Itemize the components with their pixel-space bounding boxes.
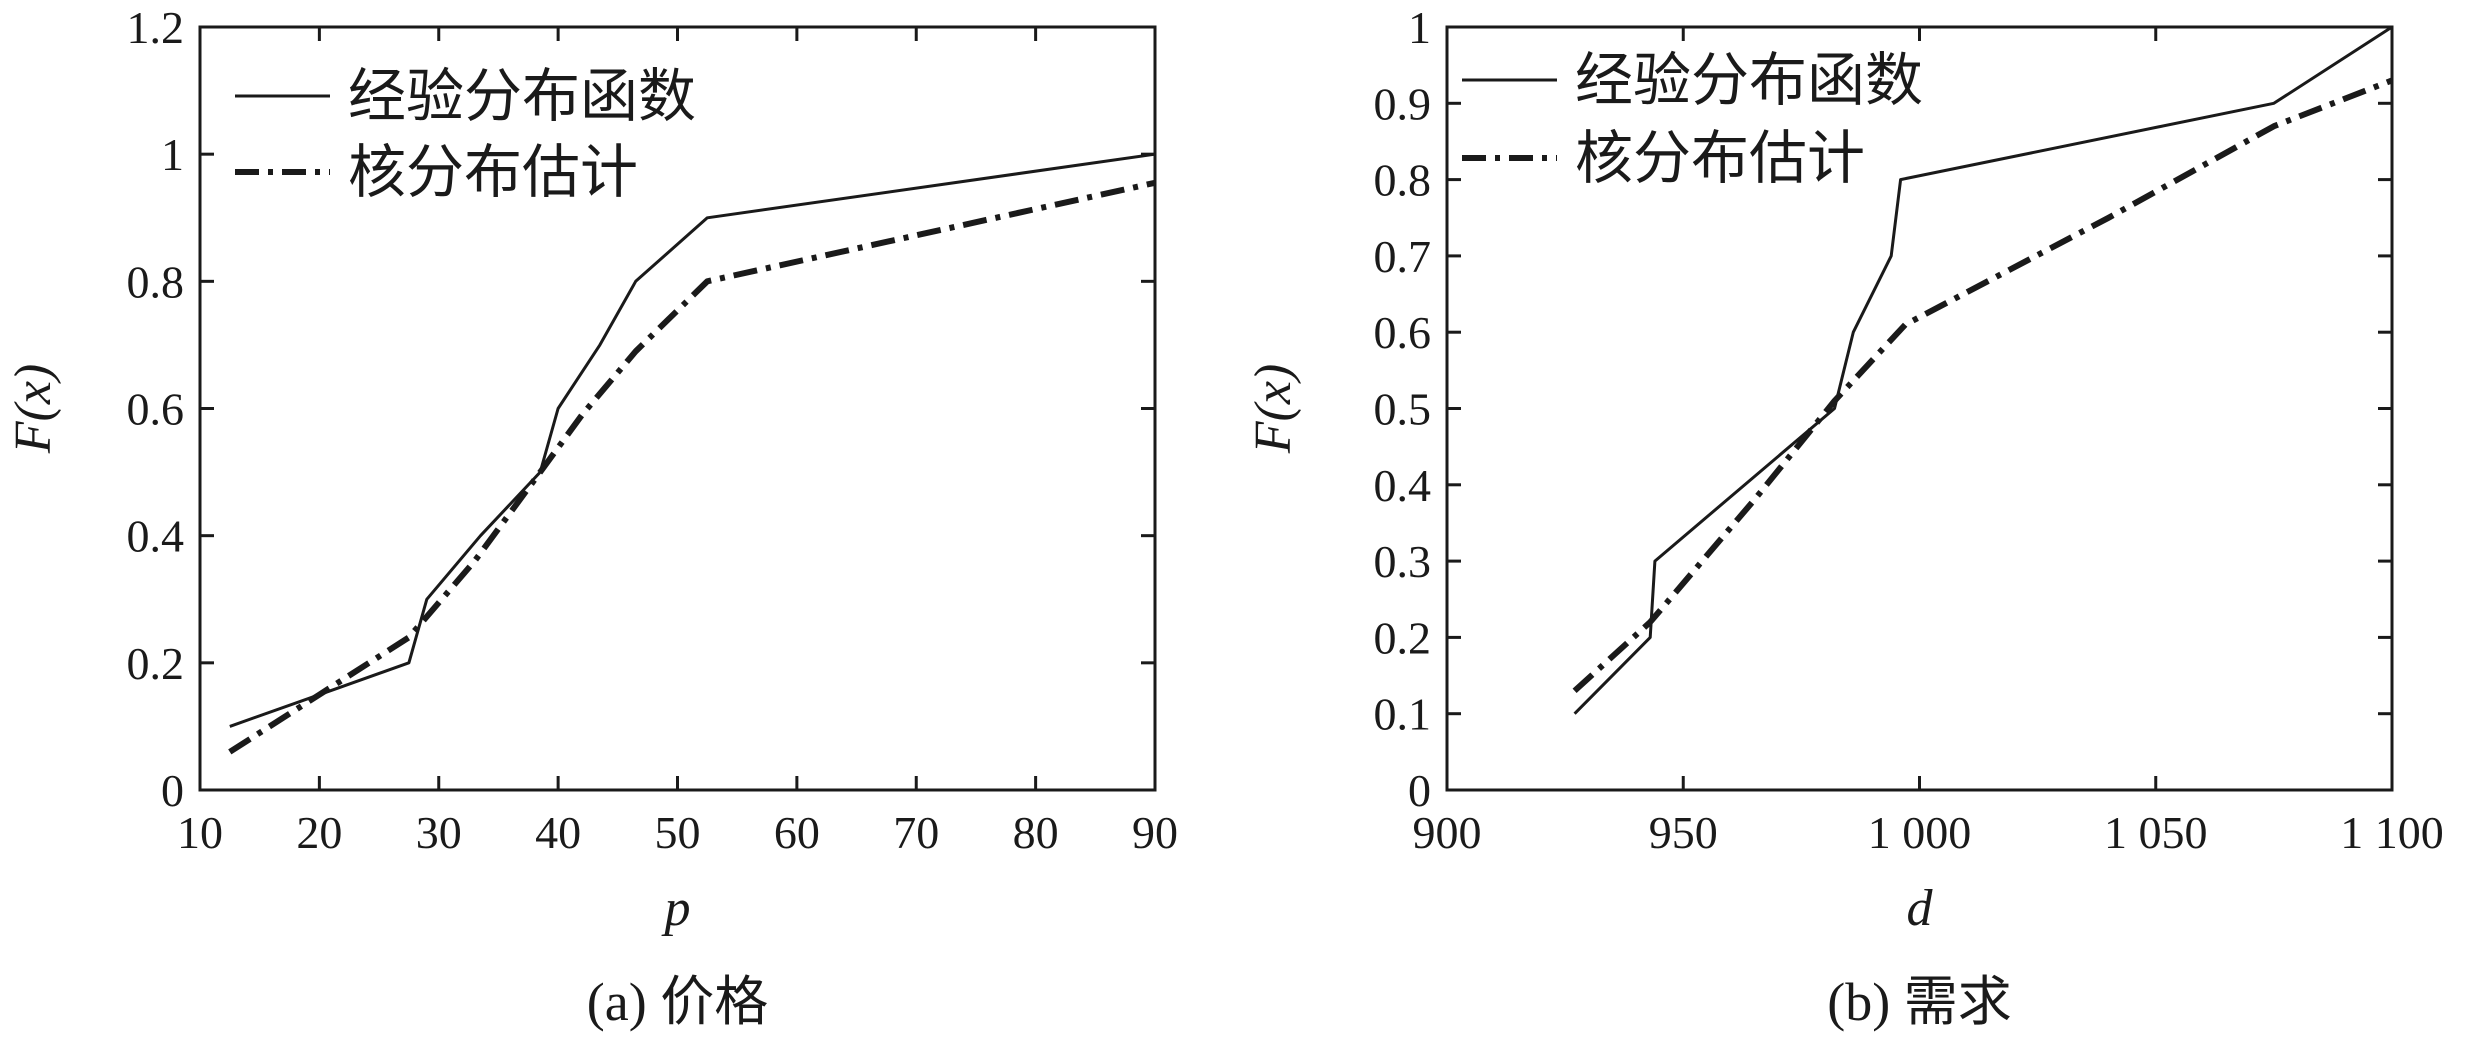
y-tick-label: 0.4 bbox=[127, 511, 185, 562]
x-tick-label: 60 bbox=[774, 807, 820, 858]
x-tick-label: 80 bbox=[1013, 807, 1059, 858]
chart-panel-0: 0 0.2 0.4 0.6 0.8 1 1.2 10 20 30 40 50 60 70 80 90 经验分布函… bbox=[5, 2, 1178, 1032]
x-axis-label: p bbox=[661, 880, 691, 937]
panel-caption: (b) 需求 bbox=[1827, 972, 2011, 1032]
x-tick-label: 10 bbox=[177, 807, 223, 858]
y-tick-label: 0.7 bbox=[1374, 231, 1432, 282]
legend-label: 核分布估计 bbox=[348, 140, 638, 205]
x-tick-label: 1 100 bbox=[2340, 807, 2444, 858]
x-tick-label: 1 050 bbox=[2104, 807, 2208, 858]
legend-label: 经验分布函数 bbox=[1575, 48, 1923, 113]
legend-label: 核分布估计 bbox=[1575, 126, 1865, 191]
x-axis-label: d bbox=[1907, 880, 1934, 937]
x-tick-label: 70 bbox=[893, 807, 939, 858]
x-tick-label: 1 000 bbox=[1868, 807, 1972, 858]
panel-caption: (a) 价格 bbox=[587, 972, 768, 1032]
y-tick-label: 0.1 bbox=[1374, 689, 1432, 740]
legend-label: 经验分布函数 bbox=[348, 64, 696, 129]
chart-panel-1: 0 0.1 0.2 0.3 0.4 0.5 0.6 0.7 0.8 0.9 1 900 950 1 000… bbox=[1245, 2, 2444, 1032]
x-tick-label: 20 bbox=[296, 807, 342, 858]
y-axis-label: F(x) bbox=[1245, 364, 1302, 454]
y-tick-label: 0.2 bbox=[127, 638, 185, 689]
y-tick-label: 1.2 bbox=[127, 2, 185, 53]
y-axis-label: F(x) bbox=[5, 364, 62, 454]
y-tick-label: 0.4 bbox=[1374, 460, 1432, 511]
series-line-kernel bbox=[1572, 77, 2394, 694]
x-tick-label: 40 bbox=[535, 807, 581, 858]
y-tick-label: 0 bbox=[161, 765, 184, 816]
x-tick-label: 30 bbox=[416, 807, 462, 858]
y-tick-label: 0.6 bbox=[1374, 307, 1432, 358]
y-tick-label: 0.8 bbox=[1374, 155, 1432, 206]
y-tick-label: 1 bbox=[161, 129, 184, 180]
x-tick-label: 90 bbox=[1132, 807, 1178, 858]
plot-frame bbox=[198, 25, 1157, 792]
y-tick-label: 0.5 bbox=[1374, 384, 1432, 435]
series-line-empirical bbox=[229, 152, 1156, 728]
series-line-empirical bbox=[1573, 25, 2393, 715]
x-tick-label: 900 bbox=[1413, 807, 1482, 858]
y-tick-label: 0.9 bbox=[1374, 78, 1432, 129]
y-tick-label: 0.2 bbox=[1374, 612, 1432, 663]
x-tick-label: 950 bbox=[1649, 807, 1718, 858]
y-tick-label: 0.6 bbox=[127, 384, 185, 435]
y-tick-label: 0.3 bbox=[1374, 536, 1432, 587]
y-tick-label: 0.8 bbox=[127, 256, 185, 307]
series-line-kernel bbox=[228, 179, 1156, 755]
y-tick-label: 0 bbox=[1408, 765, 1431, 816]
y-tick-label: 1 bbox=[1408, 2, 1431, 53]
x-tick-label: 50 bbox=[655, 807, 701, 858]
